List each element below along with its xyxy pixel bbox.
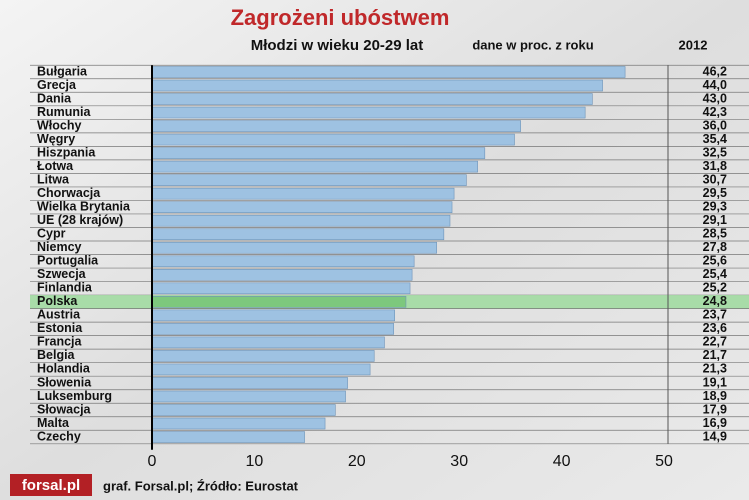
category-label: Dania (37, 91, 72, 105)
bar (151, 268, 413, 281)
value-label: 22,7 (703, 335, 727, 349)
logo: forsal.pl (22, 477, 80, 494)
bar (151, 390, 346, 403)
value-label: 29,1 (703, 213, 727, 227)
bar (151, 404, 336, 416)
category-label: Szwecja (37, 267, 87, 281)
bar (151, 282, 411, 295)
value-label: 23,7 (703, 308, 727, 322)
source: graf. Forsal.pl; Źródło: Eurostat (103, 478, 299, 493)
bar (151, 133, 515, 146)
value-label: 25,2 (703, 281, 727, 295)
bar (151, 241, 437, 254)
unit-note: dane w proc. z roku (472, 37, 593, 52)
value-label: 42,3 (703, 105, 727, 119)
category-label: UE (28 krajów) (37, 213, 123, 227)
value-label: 16,9 (703, 416, 727, 430)
category-label: Wielka Brytania (37, 199, 131, 213)
value-label: 23,6 (703, 321, 727, 335)
x-tick-label: 10 (246, 453, 264, 470)
category-label: Portugalia (37, 254, 99, 268)
value-label: 17,9 (703, 402, 727, 416)
category-label: Słowenia (37, 375, 92, 389)
bar (151, 296, 407, 308)
value-label: 36,0 (703, 118, 727, 132)
category-label: Belgia (37, 348, 76, 362)
value-label: 18,9 (703, 389, 727, 403)
year: 2012 (679, 37, 708, 52)
value-label: 28,5 (703, 227, 727, 241)
x-tick-label: 50 (655, 453, 673, 470)
value-label: 29,3 (703, 199, 727, 213)
value-label: 32,5 (703, 145, 727, 159)
bar (151, 174, 467, 186)
bar (151, 431, 305, 443)
value-label: 44,0 (703, 78, 727, 92)
category-label: Czechy (37, 429, 81, 443)
bar (151, 336, 385, 349)
bar (151, 255, 415, 268)
category-label: Holandia (37, 362, 91, 376)
value-label: 19,1 (703, 375, 727, 389)
value-label: 21,3 (703, 362, 727, 376)
category-label: Niemcy (37, 240, 82, 254)
bar (151, 120, 521, 132)
bar (151, 309, 395, 322)
value-label: 25,6 (703, 254, 727, 268)
bar (151, 323, 394, 335)
category-label: Łotwa (37, 159, 74, 173)
bar (151, 201, 453, 213)
subtitle: Młodzi w wieku 20-29 lat (251, 37, 424, 54)
category-label: Francja (37, 335, 83, 349)
chart-title: Zagrożeni ubóstwem (231, 5, 450, 30)
bar (151, 228, 445, 241)
category-label: Polska (37, 294, 78, 308)
bar (151, 377, 348, 389)
category-label: Słowacja (37, 402, 92, 416)
value-label: 14,9 (703, 429, 727, 443)
bar (151, 363, 371, 376)
bar (151, 350, 375, 362)
value-label: 21,7 (703, 348, 727, 362)
category-label: Hiszpania (37, 145, 96, 159)
bar (151, 160, 478, 173)
value-label: 30,7 (703, 172, 727, 186)
bar (151, 187, 455, 200)
category-label: Grecja (37, 78, 77, 92)
category-label: Estonia (37, 321, 83, 335)
logo-box (10, 474, 92, 496)
value-label: 24,8 (703, 294, 727, 308)
bar (151, 79, 603, 92)
x-tick-label: 30 (450, 453, 468, 470)
bar (151, 66, 626, 78)
value-label: 46,2 (703, 64, 727, 78)
value-label: 25,4 (703, 267, 727, 281)
x-tick-label: 40 (553, 453, 571, 470)
category-label: Węgry (37, 132, 75, 146)
category-label: Litwa (37, 172, 70, 186)
bar (151, 106, 586, 119)
category-label: Bułgaria (37, 64, 88, 78)
category-label: Rumunia (37, 105, 92, 119)
category-label: Malta (37, 416, 70, 430)
category-label: Luksemburg (37, 389, 112, 403)
x-tick-label: 20 (348, 453, 366, 470)
bar (151, 417, 326, 430)
bar (151, 214, 451, 227)
value-label: 35,4 (703, 132, 727, 146)
bar (151, 93, 593, 105)
value-label: 29,5 (703, 186, 727, 200)
value-label: 31,8 (703, 159, 727, 173)
category-label: Finlandia (37, 281, 93, 295)
category-label: Cypr (37, 227, 66, 241)
bar (151, 147, 486, 159)
value-label: 27,8 (703, 240, 727, 254)
category-label: Austria (37, 308, 81, 322)
category-label: Włochy (37, 118, 81, 132)
value-label: 43,0 (703, 91, 727, 105)
category-label: Chorwacja (37, 186, 101, 200)
x-tick-label: 0 (148, 453, 157, 470)
